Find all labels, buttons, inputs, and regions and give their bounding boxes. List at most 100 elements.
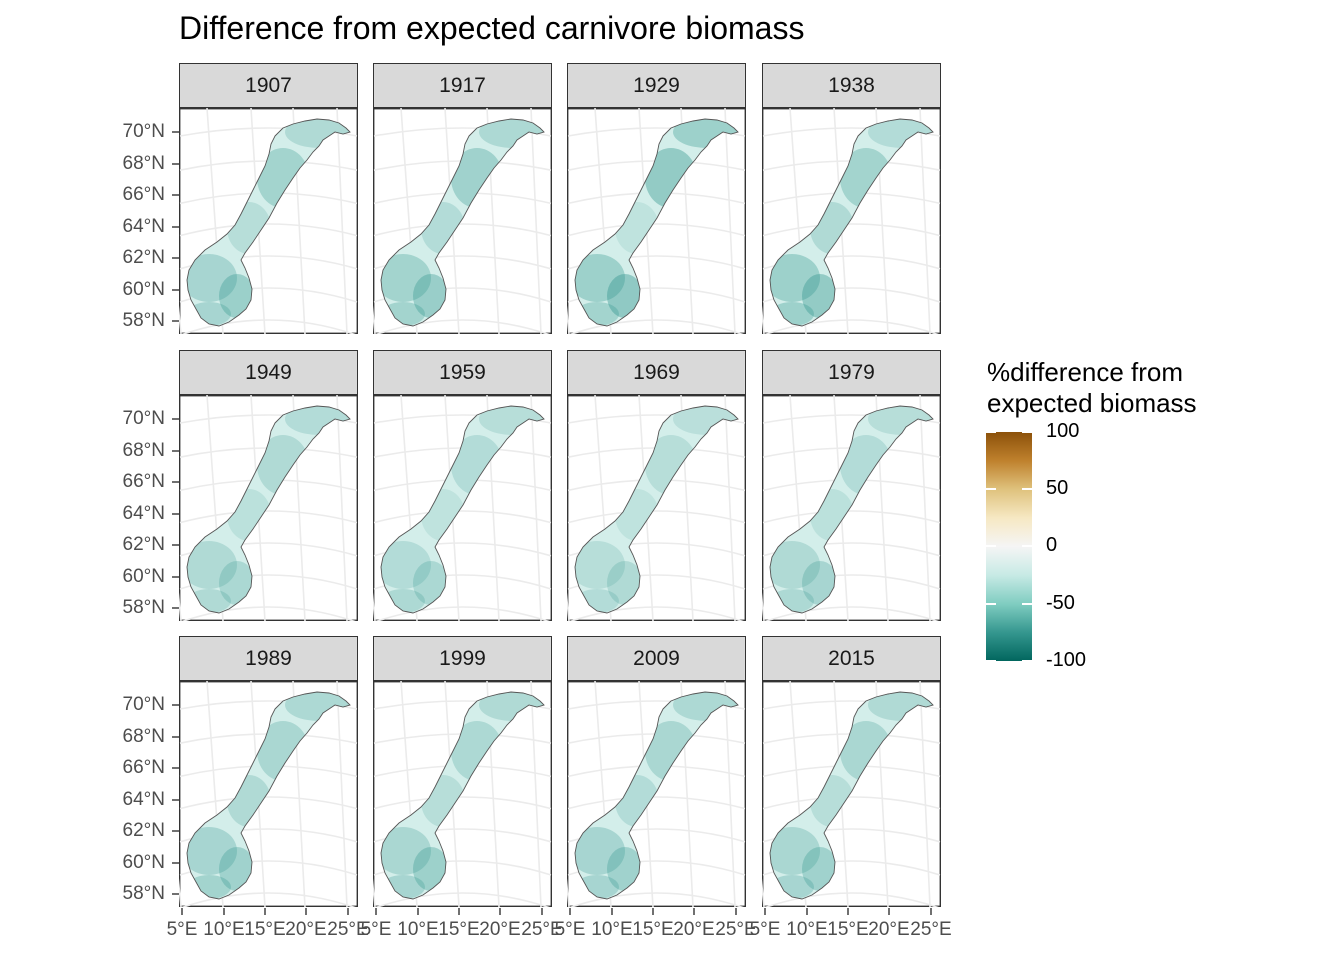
region-shade xyxy=(413,847,449,891)
region-shade xyxy=(187,541,237,589)
facet-strip-1907: 1907 xyxy=(179,63,358,108)
legend-title-line2: expected biomass xyxy=(987,388,1197,418)
region-shade xyxy=(413,274,449,318)
y-tick-label: 62°N xyxy=(122,247,165,268)
norway-fill xyxy=(381,406,544,613)
graticule-longitude xyxy=(919,681,931,907)
y-tick-label: 68°N xyxy=(122,440,165,461)
graticule-latitude xyxy=(181,606,356,621)
graticule-longitude xyxy=(530,108,542,334)
plot-title: Difference from expected carnivore bioma… xyxy=(179,10,805,46)
norway-fill xyxy=(187,406,350,613)
map-panel-2015 xyxy=(762,681,941,907)
legend-tick xyxy=(986,488,996,490)
y-tick-label: 66°N xyxy=(122,184,165,205)
region-shade xyxy=(770,541,820,589)
norway-outline xyxy=(769,691,934,900)
graticule-longitude xyxy=(724,108,736,334)
norway-outline xyxy=(380,118,545,327)
region-shade xyxy=(219,274,255,318)
graticule-latitude xyxy=(764,892,939,907)
norway-fill xyxy=(187,692,350,899)
norway-outline xyxy=(380,691,545,900)
norway-outline xyxy=(186,118,351,327)
graticule-latitude xyxy=(762,510,941,524)
y-tick-label: 70°N xyxy=(122,408,165,429)
map-panel-1917 xyxy=(373,108,552,334)
x-tick-label: 15°E xyxy=(438,919,480,940)
region-shade xyxy=(575,541,625,589)
region-shade xyxy=(219,561,255,605)
region-shade xyxy=(607,274,643,318)
graticule-latitude xyxy=(181,892,356,907)
y-tick-label: 70°N xyxy=(122,694,165,715)
y-tick-label: 66°N xyxy=(122,471,165,492)
graticule-longitude xyxy=(336,395,348,621)
x-tick-label: 20°E xyxy=(868,919,910,940)
graticule-latitude xyxy=(179,510,358,524)
map-panel-1989 xyxy=(179,681,358,907)
norway-fill xyxy=(770,692,933,899)
norway-fill xyxy=(381,119,544,326)
graticule-latitude xyxy=(375,319,550,334)
legend-tick xyxy=(1022,603,1032,605)
graticule-latitude xyxy=(375,606,550,621)
region-shade xyxy=(381,254,431,302)
norway-outline xyxy=(574,118,739,327)
norway-outline xyxy=(380,405,545,614)
graticule-latitude xyxy=(181,319,356,334)
facet-strip-1999: 1999 xyxy=(373,636,552,681)
map-panel-1929 xyxy=(567,108,746,334)
region-shade xyxy=(770,827,820,875)
graticule-latitude xyxy=(567,223,746,237)
x-tick-label: 25°E xyxy=(521,919,563,940)
graticule-latitude xyxy=(569,892,744,907)
graticule-longitude xyxy=(530,681,542,907)
x-axis-ticks xyxy=(181,908,932,915)
y-tick-label: 62°N xyxy=(122,820,165,841)
legend-label: -50 xyxy=(1046,592,1075,614)
graticule-latitude xyxy=(764,319,939,334)
x-tick-label: 25°E xyxy=(715,919,757,940)
region-shade xyxy=(607,561,643,605)
y-tick-label: 58°N xyxy=(122,310,165,331)
norway-outline xyxy=(186,691,351,900)
legend-tick xyxy=(986,545,996,547)
y-tick-label: 68°N xyxy=(122,153,165,174)
map-panel-1959 xyxy=(373,395,552,621)
graticule-longitude xyxy=(336,108,348,334)
y-tick-label: 64°N xyxy=(122,503,165,524)
graticule-latitude xyxy=(764,606,939,621)
x-tick-label: 10°E xyxy=(786,919,828,940)
graticule-longitude xyxy=(919,395,931,621)
x-tick-label: 15°E xyxy=(827,919,869,940)
graticule-latitude xyxy=(569,319,744,334)
y-tick-label: 58°N xyxy=(122,883,165,904)
y-tick-label: 70°N xyxy=(122,121,165,142)
y-axis-ticks xyxy=(172,131,179,895)
norway-fill xyxy=(575,692,738,899)
y-tick-label: 66°N xyxy=(122,757,165,778)
map-panel-1907 xyxy=(179,108,358,334)
map-panel-1979 xyxy=(762,395,941,621)
x-tick-label: 10°E xyxy=(203,919,245,940)
x-tick-label: 20°E xyxy=(285,919,327,940)
y-tick-label: 64°N xyxy=(122,216,165,237)
map-panel-1999 xyxy=(373,681,552,907)
region-shade xyxy=(575,827,625,875)
x-tick-label: 5°E xyxy=(360,919,392,940)
region-shade xyxy=(381,541,431,589)
map-panel-1949 xyxy=(179,395,358,621)
region-shade xyxy=(187,254,237,302)
facet-strip-1929: 1929 xyxy=(567,63,746,108)
map-panel-2009 xyxy=(567,681,746,907)
graticule-latitude xyxy=(567,796,746,810)
legend-tick xyxy=(1022,545,1032,547)
legend-title: %difference from expected biomass xyxy=(987,357,1197,419)
region-shade xyxy=(413,561,449,605)
x-tick-label: 5°E xyxy=(554,919,586,940)
norway-fill xyxy=(575,119,738,326)
x-tick-label: 10°E xyxy=(591,919,633,940)
graticule-latitude xyxy=(179,223,358,237)
